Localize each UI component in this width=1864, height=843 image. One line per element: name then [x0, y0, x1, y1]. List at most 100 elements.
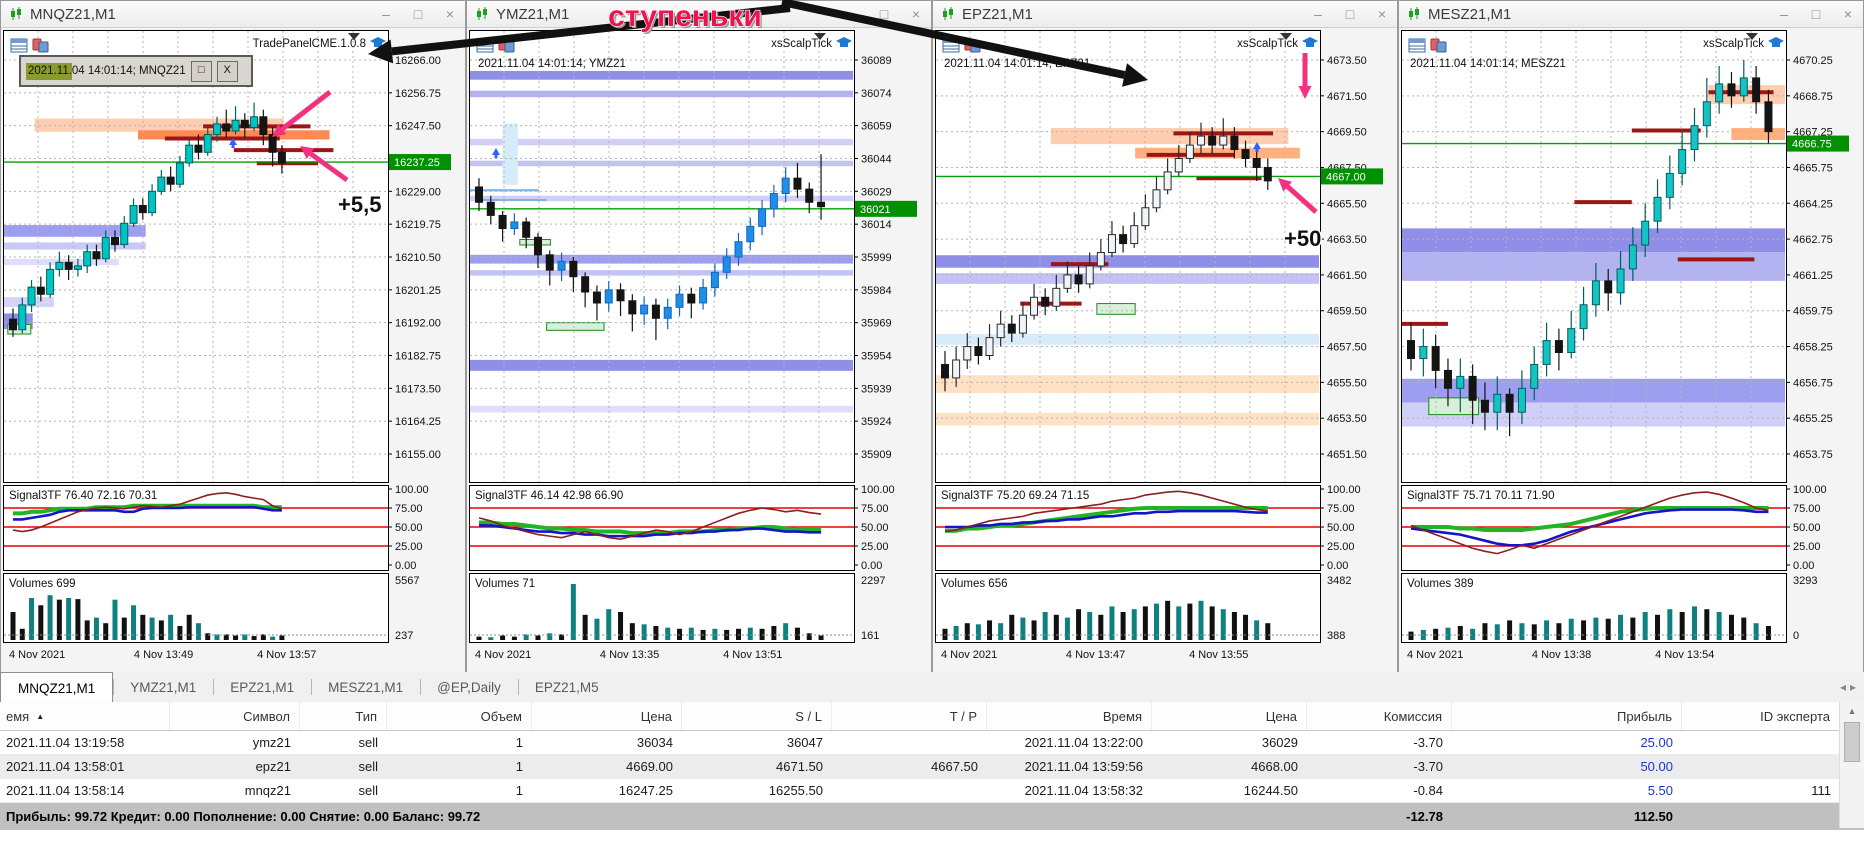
tab-mesz21-m1[interactable]: MESZ21,M1: [311, 672, 420, 702]
trade-panel-close-button[interactable]: X: [216, 60, 238, 82]
scroll-thumb[interactable]: [1844, 722, 1860, 762]
window-title: MESZ21,M1: [1428, 5, 1512, 23]
price-chart-svg[interactable]: 2021.11.04 14:01:14; YMZ21 xsScalpTick 360…: [469, 30, 929, 670]
column-header[interactable]: Цена: [532, 702, 682, 730]
volume-bars: [476, 584, 824, 640]
maximize-button[interactable]: □: [413, 6, 423, 22]
price-chart-svg[interactable]: TradePanelCME.1.0.8 16266.00 16256.75 16247…: [3, 30, 463, 670]
table-row[interactable]: 2021.11.04 13:19:58 ymz21 sell 1 36034 36047 2…: [0, 731, 1864, 755]
trade-panel-popup[interactable]: 2021.11.04 14:01:14; MNQZ21 □ X: [19, 55, 253, 87]
scale-marker-icon: [1746, 33, 1758, 40]
chart-toolbar-icons[interactable]: [1408, 38, 1447, 53]
tab--ep-daily[interactable]: @EP,Daily: [420, 672, 518, 702]
maximize-button[interactable]: □: [1811, 6, 1821, 22]
table-cell: -0.84: [1413, 783, 1443, 798]
time-axis[interactable]: 4 Nov 2021 4 Nov 13:38 4 Nov 13:54: [1407, 649, 1714, 661]
table-cell: 25.00: [1640, 735, 1673, 750]
price-scale[interactable]: 36089 36074 36059 36044 36029 36014 35999 35984…: [854, 55, 917, 461]
chart-client-area: TradePanelCME.1.0.8 16266.00 16256.75 16247…: [1, 28, 465, 672]
trade-panel-maximize-button[interactable]: □: [190, 60, 212, 82]
price-tick-label: 16210.50: [395, 252, 441, 264]
column-header[interactable]: S / L: [682, 702, 832, 730]
time-axis[interactable]: 4 Nov 2021 4 Nov 13:47 4 Nov 13:55: [941, 649, 1248, 661]
svg-text:36021: 36021: [860, 204, 891, 216]
close-button[interactable]: ×: [911, 6, 921, 22]
volumes-panel-frame: [469, 573, 855, 643]
column-header[interactable]: Время: [987, 702, 1152, 730]
close-button[interactable]: ×: [445, 6, 455, 22]
column-header[interactable]: емя ▲: [0, 702, 170, 730]
signal-tick-label: 25.00: [1327, 541, 1355, 553]
price-scale[interactable]: 4670.25 4668.75 4667.25 4665.75 4664.25 4662.…: [1786, 55, 1849, 461]
table-cell: 4669.00: [626, 759, 673, 774]
signal-tick-label: 0.00: [1327, 560, 1348, 572]
price-tick-label: 4664.25: [1793, 198, 1833, 210]
minimize-button[interactable]: –: [848, 6, 856, 22]
column-header[interactable]: T / P: [832, 702, 987, 730]
time-axis[interactable]: 4 Nov 2021 4 Nov 13:49 4 Nov 13:57: [9, 649, 316, 661]
price-zones: [936, 128, 1319, 426]
price-tick-label: 35909: [861, 449, 892, 461]
price-tick-label: 4661.25: [1793, 270, 1833, 282]
signal-tick-label: 50.00: [395, 522, 423, 534]
tabs-scroll-right-icon[interactable]: ▸: [1849, 680, 1856, 694]
price-scale[interactable]: 16266.0016256.7516247.5016238.2516229.00…: [388, 55, 451, 461]
column-header[interactable]: ID эксперта: [1682, 702, 1840, 730]
signal-tick-label: 25.00: [861, 541, 889, 553]
price-tick-label: 16182.75: [395, 351, 441, 363]
price-scale[interactable]: 4673.504671.504669.504667.504665.504663.…: [1320, 55, 1383, 461]
price-tick-label: 16247.50: [395, 121, 441, 133]
chart-info-text: 2021.11.04 14:01:14; MESZ21: [1410, 58, 1566, 70]
column-header[interactable]: Прибыль: [1452, 702, 1682, 730]
signal-indicator-label: Signal3TF 76.40 72.16 70.31: [9, 490, 157, 502]
price-tick-label: 35939: [861, 383, 892, 395]
chart-toolbar-icons[interactable]: [10, 38, 49, 53]
volume-bars: [942, 600, 1271, 640]
price-chart-svg[interactable]: 2021.11.04 14:01:14; MESZ21 xsScalpTick 46…: [1401, 30, 1861, 670]
price-chart-svg[interactable]: 2021.11.04 14:01:14; EPZ21 xsScalpTick 467…: [935, 30, 1395, 670]
tabs-scroll-left-icon[interactable]: ◂: [1839, 680, 1846, 694]
chart-tab-bar: MNQZ21,M1 YMZ21,M1 EPZ21,M1 MESZ21,M1 @EP,Da…: [0, 672, 1864, 703]
svg-text:4667.00: 4667.00: [1326, 171, 1366, 183]
candles: [475, 154, 826, 341]
scroll-up-icon[interactable]: ▲: [1847, 706, 1857, 716]
time-tick-label: 4 Nov 13:35: [600, 649, 659, 661]
close-button[interactable]: ×: [1377, 6, 1387, 22]
column-header[interactable]: Цена: [1152, 702, 1307, 730]
tab-ymz21-m1[interactable]: YMZ21,M1: [113, 672, 213, 702]
minimize-button[interactable]: –: [1780, 6, 1788, 22]
maximize-button[interactable]: □: [1345, 6, 1355, 22]
table-row[interactable]: 2021.11.04 13:58:01 epz21 sell 1 4669.00 4671…: [0, 755, 1864, 779]
time-tick-label: 4 Nov 2021: [9, 649, 65, 661]
price-tick-label: 16173.50: [395, 383, 441, 395]
volumes-indicator-label: Volumes 71: [475, 578, 535, 590]
tab-mnqz21-m1[interactable]: MNQZ21,M1: [0, 672, 114, 703]
column-header[interactable]: Комиссия: [1307, 702, 1452, 730]
price-tick-label: 36029: [861, 186, 892, 198]
column-header[interactable]: Объем: [387, 702, 532, 730]
volumes-indicator-label: Volumes 389: [1407, 578, 1474, 590]
balance-summary: Прибыль: 99.72 Кредит: 0.00 Пополнение: …: [6, 809, 481, 824]
price-tick-label: 35999: [861, 252, 892, 264]
signal-tick-label: 75.00: [861, 503, 889, 515]
tab-epz21-m1[interactable]: EPZ21,M1: [213, 672, 311, 702]
maximize-button[interactable]: □: [879, 6, 889, 22]
minimize-button[interactable]: –: [382, 6, 390, 22]
table-row[interactable]: 2021.11.04 13:58:14 mnqz21 sell 1 16247.25 16…: [0, 779, 1864, 803]
price-tick-label: 4653.75: [1793, 449, 1833, 461]
chart-grid: [1402, 31, 1786, 482]
tab-epz21-m5[interactable]: EPZ21,M5: [517, 672, 616, 702]
graduation-cap-icon[interactable]: [1302, 37, 1318, 47]
time-tick-label: 4 Nov 2021: [941, 649, 997, 661]
graduation-cap-icon[interactable]: [1768, 37, 1784, 47]
column-header[interactable]: Тип: [300, 702, 387, 730]
close-button[interactable]: ×: [1843, 6, 1853, 22]
signal-indicator-label: Signal3TF 75.71 70.11 71.90: [1407, 490, 1554, 502]
volume-min-label: 237: [395, 630, 413, 642]
table-scrollbar[interactable]: ▲: [1839, 702, 1864, 828]
minimize-button[interactable]: –: [1314, 6, 1322, 22]
time-axis[interactable]: 4 Nov 2021 4 Nov 13:35 4 Nov 13:51: [475, 649, 782, 661]
chart-grid: [470, 31, 854, 482]
price-tick-label: 16201.25: [395, 285, 441, 297]
column-header[interactable]: Символ: [170, 702, 300, 730]
